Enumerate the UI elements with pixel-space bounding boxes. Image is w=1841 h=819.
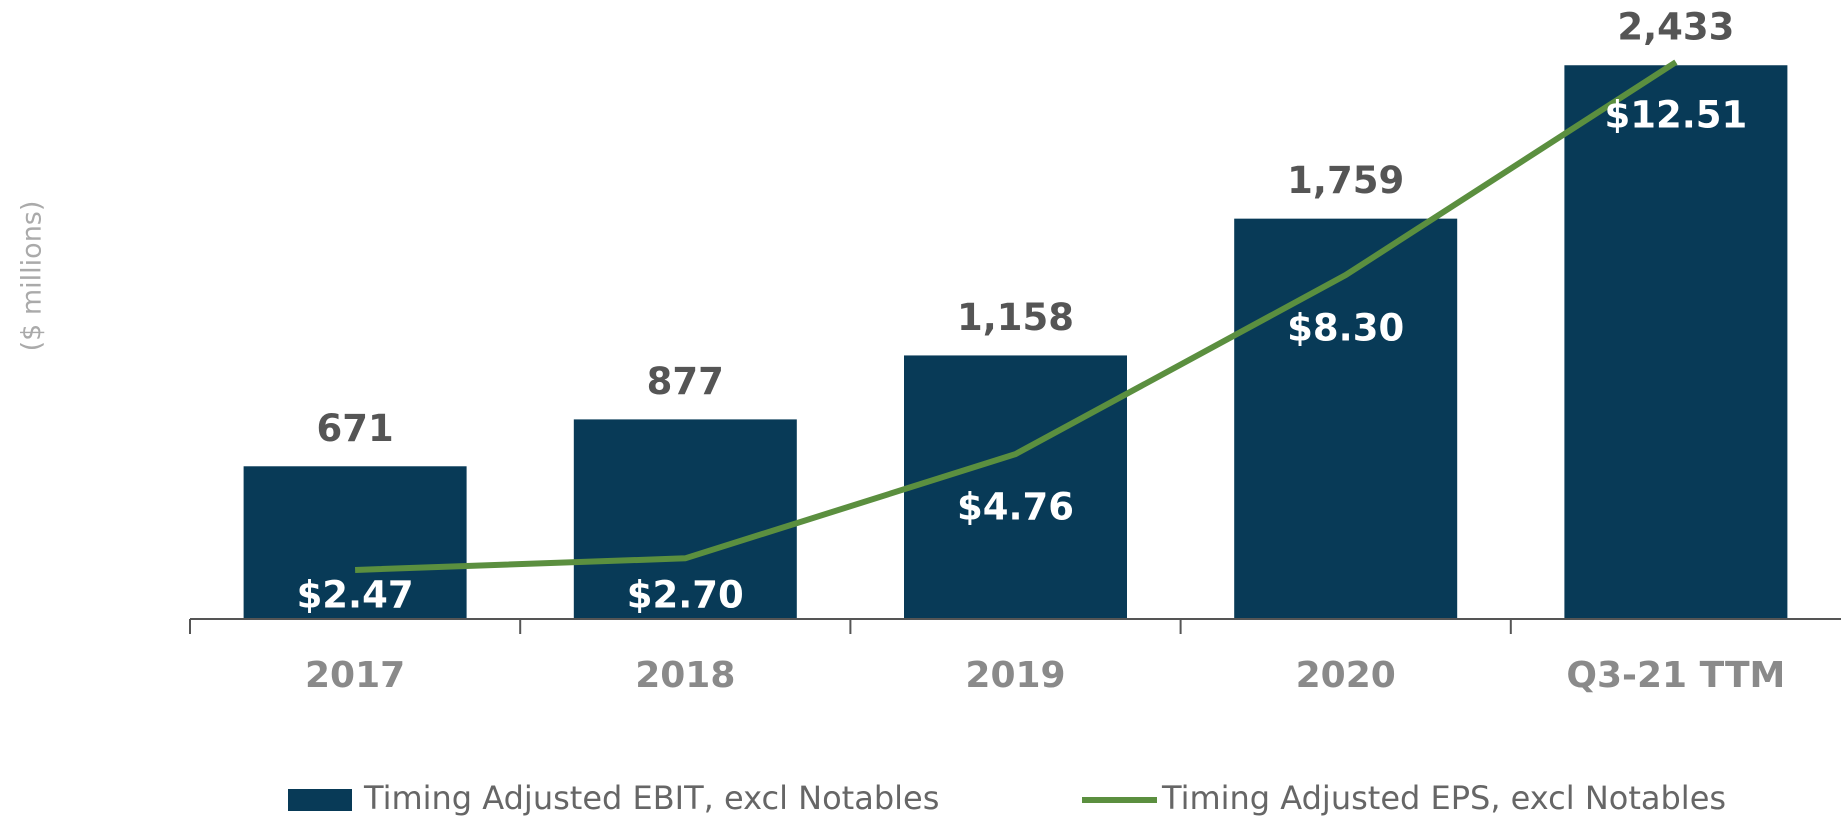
bar [243, 466, 467, 619]
line [354, 59, 1678, 573]
x-tick-label: 2018 [635, 655, 735, 696]
line-value-label: $2.70 [627, 574, 744, 617]
legend-label: Timing Adjusted EBIT, excl Notables [363, 779, 939, 817]
legend-label: Timing Adjusted EPS, excl Notables [1161, 779, 1726, 817]
bar-value-label: 877 [647, 360, 724, 403]
line-value-label: $2.47 [297, 574, 414, 617]
line-value-label: $8.30 [1287, 307, 1404, 350]
x-tick-label: 2017 [305, 655, 405, 696]
bar-value-label: 1,759 [1287, 159, 1404, 202]
line-value-label: $12.51 [1605, 94, 1748, 137]
bar [904, 355, 1127, 619]
bar-value-label: 1,158 [957, 296, 1074, 339]
legend-swatch [288, 789, 352, 811]
y-axis-label: ($ millions) [17, 201, 48, 352]
x-tick-label: Q3-21 TTM [1566, 655, 1785, 696]
bar-value-label: 671 [316, 407, 393, 450]
x-tick-label: 2019 [965, 655, 1065, 696]
bar [1234, 218, 1458, 619]
x-tick-label: 2020 [1296, 655, 1396, 696]
bar [1564, 65, 1788, 619]
bar [573, 419, 797, 619]
bar-value-label: 2,433 [1617, 6, 1734, 49]
line-value-label: $4.76 [957, 486, 1074, 529]
